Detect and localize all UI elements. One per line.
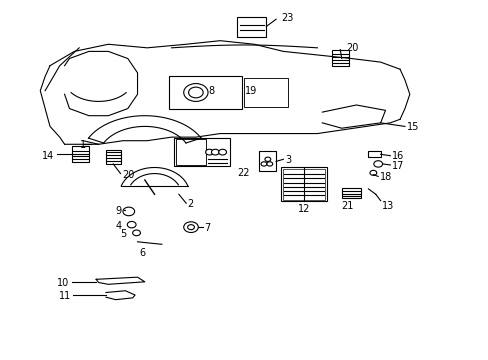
Text: 18: 18 xyxy=(379,172,391,182)
Circle shape xyxy=(127,221,136,228)
Bar xyxy=(72,146,89,162)
Circle shape xyxy=(369,170,376,175)
Text: 7: 7 xyxy=(204,223,210,233)
Text: 15: 15 xyxy=(407,122,419,132)
Circle shape xyxy=(211,149,219,155)
Text: 9: 9 xyxy=(116,206,122,216)
Circle shape xyxy=(183,84,207,102)
Text: 11: 11 xyxy=(59,291,71,301)
Text: 22: 22 xyxy=(237,168,249,178)
Circle shape xyxy=(261,162,266,166)
Circle shape xyxy=(373,161,382,167)
Bar xyxy=(341,188,361,198)
Text: 5: 5 xyxy=(121,229,126,239)
Text: 20: 20 xyxy=(346,43,358,53)
Bar xyxy=(176,139,205,165)
Bar xyxy=(244,78,287,107)
Bar xyxy=(106,150,120,164)
Bar xyxy=(368,152,380,157)
Text: 10: 10 xyxy=(57,278,69,288)
Circle shape xyxy=(218,149,226,155)
Circle shape xyxy=(213,87,224,96)
Circle shape xyxy=(216,89,222,94)
Text: 8: 8 xyxy=(208,86,214,96)
Bar xyxy=(174,138,229,166)
Text: 17: 17 xyxy=(391,161,404,171)
Text: 12: 12 xyxy=(298,204,310,214)
Bar xyxy=(237,18,266,37)
Text: 2: 2 xyxy=(187,199,193,209)
Text: 23: 23 xyxy=(281,13,293,23)
Circle shape xyxy=(132,230,140,236)
Bar xyxy=(283,169,324,200)
Text: 1: 1 xyxy=(80,140,86,150)
Circle shape xyxy=(188,87,203,98)
Circle shape xyxy=(187,225,194,230)
Bar xyxy=(259,152,276,171)
Text: 21: 21 xyxy=(341,201,353,211)
Bar xyxy=(331,50,348,66)
Circle shape xyxy=(183,222,198,233)
Text: 14: 14 xyxy=(41,151,54,161)
Text: 3: 3 xyxy=(285,155,290,165)
Text: 13: 13 xyxy=(381,202,393,211)
Circle shape xyxy=(122,207,134,216)
Circle shape xyxy=(264,157,270,161)
Bar xyxy=(169,76,242,109)
Text: 19: 19 xyxy=(244,86,256,96)
Text: 4: 4 xyxy=(116,221,122,231)
Bar xyxy=(281,167,326,202)
Text: 16: 16 xyxy=(391,151,403,161)
Text: 6: 6 xyxy=(139,248,145,258)
Circle shape xyxy=(266,162,272,166)
Circle shape xyxy=(205,149,213,155)
Text: 20: 20 xyxy=(122,170,134,180)
